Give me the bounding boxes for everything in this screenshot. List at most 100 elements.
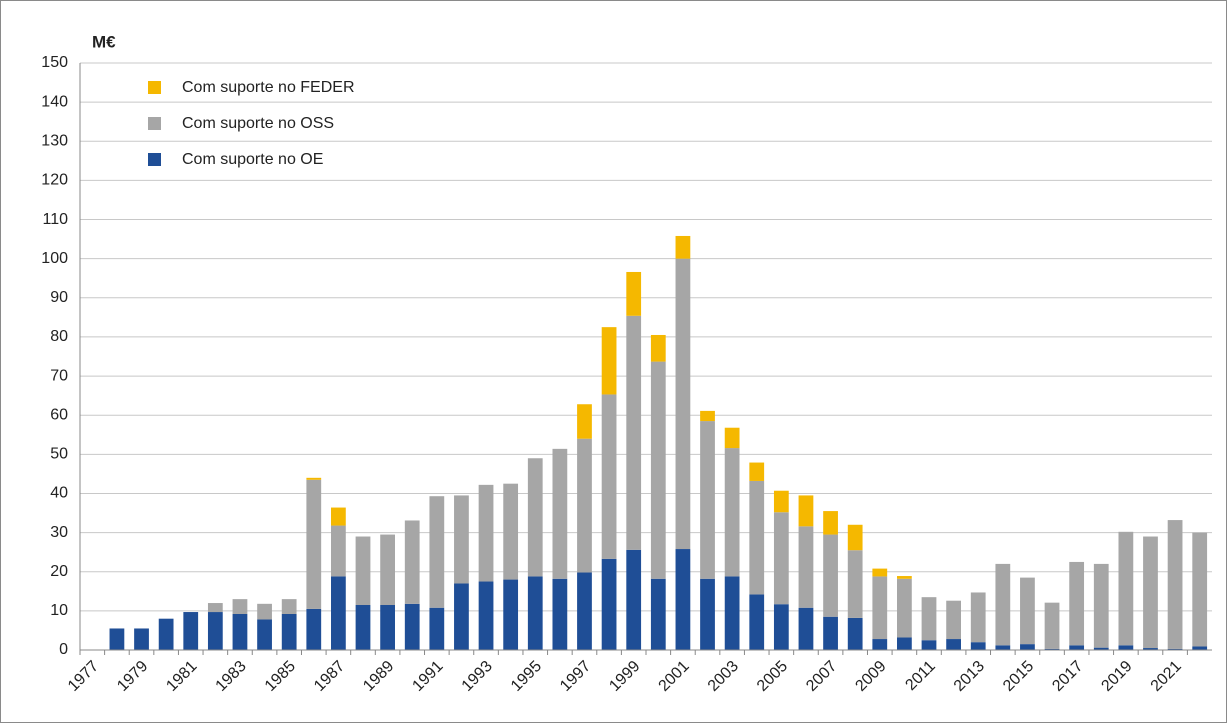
bar-segment	[1020, 577, 1035, 645]
bar-segment	[700, 421, 715, 579]
bar-segment	[724, 576, 740, 650]
y-tick-label: 150	[41, 54, 68, 71]
y-tick-label: 110	[42, 211, 68, 228]
bar-segment	[749, 480, 765, 595]
y-tick-label: 20	[50, 563, 68, 580]
legend-label: Com suporte no OSS	[182, 115, 334, 132]
bar-segment	[773, 490, 789, 513]
bar-segment	[1192, 532, 1208, 647]
bar-segment	[355, 536, 371, 605]
bar-segment	[380, 534, 395, 605]
bar-segment	[1044, 602, 1060, 649]
bar-segment	[601, 558, 617, 650]
bar-segment	[749, 462, 765, 481]
bar-segment	[847, 524, 863, 551]
bar-segment	[601, 394, 617, 559]
bar-segment	[897, 637, 912, 650]
bar-segment	[970, 642, 986, 650]
bar-segment	[503, 483, 519, 580]
y-tick-label: 100	[41, 250, 68, 267]
bar-segment	[847, 550, 863, 618]
bar-segment	[109, 628, 125, 650]
bar-segment	[503, 579, 519, 650]
bar-segment	[1143, 648, 1158, 650]
bar-segment	[429, 607, 445, 650]
bar-segment	[1093, 563, 1109, 648]
legend-swatch	[148, 153, 161, 166]
bar-segment	[429, 496, 445, 608]
bar-segment	[970, 592, 986, 643]
bar-segment	[404, 603, 420, 650]
bar-segment	[331, 576, 346, 650]
bar-segment	[183, 612, 199, 650]
y-tick-label: 0	[59, 641, 68, 658]
bar-segment	[552, 448, 568, 579]
bar-segment	[1069, 561, 1085, 646]
bar-segment	[478, 484, 494, 582]
bar-segment	[1118, 531, 1134, 646]
bar-segment	[527, 458, 543, 577]
bar-segment	[626, 315, 642, 550]
bar-segment	[946, 639, 961, 650]
bar-segment	[404, 520, 420, 604]
bar-segment	[577, 572, 592, 650]
bar-segment	[232, 613, 248, 650]
y-tick-label: 90	[50, 289, 68, 306]
y-tick-label: 30	[50, 524, 68, 541]
bar-segment	[650, 578, 666, 650]
y-tick-label: 140	[41, 93, 68, 110]
bar-segment	[306, 477, 322, 480]
bar-segment	[1143, 536, 1158, 649]
bar-segment	[724, 448, 740, 577]
bar-segment	[355, 604, 371, 650]
bar-segment	[700, 578, 715, 650]
legend-swatch	[148, 81, 161, 94]
y-tick-label: 50	[50, 446, 68, 463]
bar-segment	[897, 576, 912, 579]
bar-segment	[749, 594, 765, 650]
bar-segment	[232, 599, 248, 614]
bar-segment	[454, 495, 469, 584]
bar-segment	[257, 603, 272, 620]
bar-segment	[724, 427, 740, 449]
legend-swatch	[148, 117, 161, 130]
bar-segment	[675, 549, 691, 650]
bar-segment	[650, 334, 666, 362]
bar-segment	[995, 645, 1011, 650]
legend-label: Com suporte no FEDER	[182, 79, 355, 96]
bar-segment	[306, 608, 322, 650]
y-tick-label: 70	[50, 367, 68, 384]
bar-segment	[478, 581, 494, 650]
y-tick-label: 40	[50, 485, 68, 502]
bar-segment	[454, 583, 469, 650]
bar-segment	[675, 235, 691, 259]
bar-segment	[626, 549, 642, 650]
legend-label: Com suporte no OE	[182, 151, 323, 168]
bar-segment	[306, 479, 322, 609]
bar-segment	[281, 599, 297, 614]
bar-segment	[946, 600, 961, 640]
bar-segment	[281, 613, 297, 650]
bar-segment	[700, 410, 715, 422]
y-axis-label: M€	[92, 32, 116, 51]
bar-segment	[847, 617, 863, 650]
y-tick-label: 10	[50, 602, 68, 619]
bar-segment	[207, 612, 223, 650]
bar-segment	[872, 568, 888, 577]
bar-segment	[1069, 645, 1085, 650]
bar-segment	[1167, 520, 1183, 649]
bar-segment	[773, 604, 789, 650]
bar-segment	[1020, 644, 1035, 650]
bar-segment	[331, 507, 346, 526]
bar-segment	[577, 438, 592, 573]
bar-segment	[823, 511, 838, 535]
y-tick-label: 130	[41, 132, 68, 149]
bar-segment	[1192, 646, 1208, 650]
y-tick-label: 80	[50, 328, 68, 345]
bar-segment	[798, 495, 814, 527]
bar-segment	[995, 563, 1011, 646]
bar-segment	[650, 361, 666, 579]
bar-segment	[601, 327, 617, 395]
bar-segment	[823, 616, 838, 650]
